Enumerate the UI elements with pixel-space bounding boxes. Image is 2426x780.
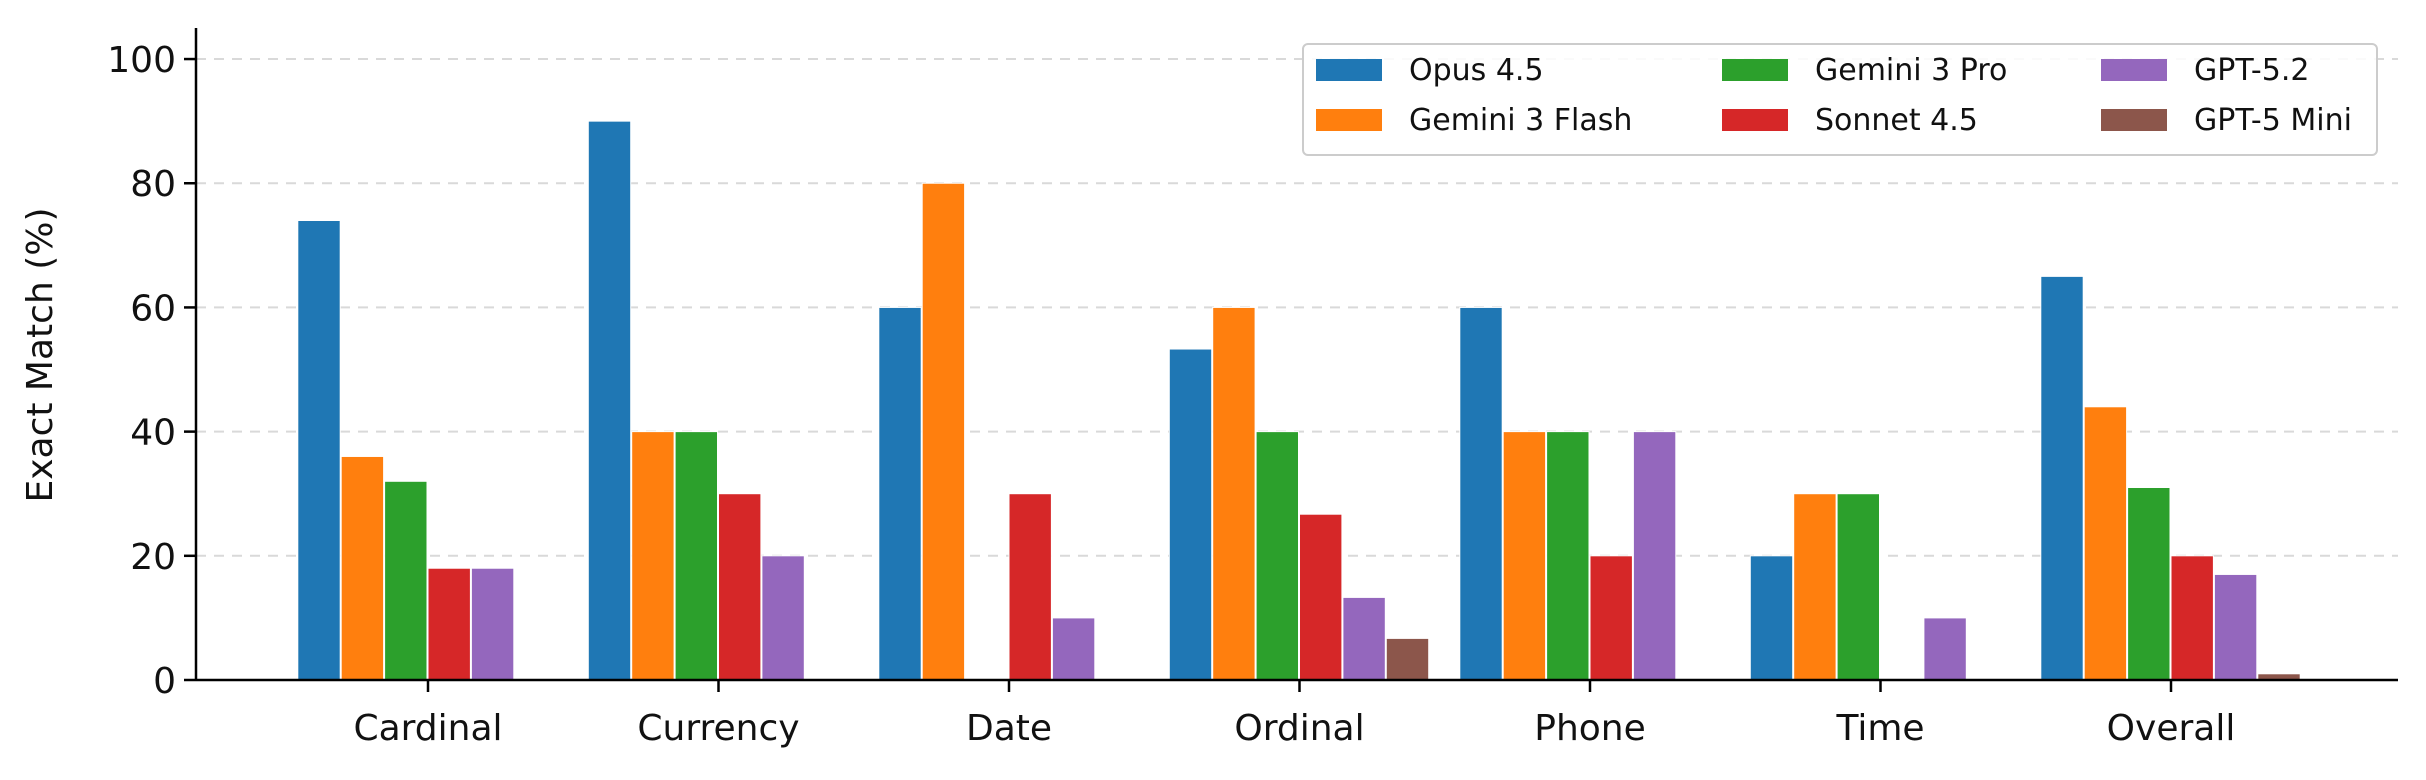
legend-item: GPT-5 Mini <box>2101 103 2352 138</box>
bar <box>384 480 428 681</box>
legend-swatch <box>1722 59 1788 81</box>
legend-swatch <box>1722 109 1788 131</box>
legend: Opus 4.5 Gemini 3 Flash Gemini 3 Pro Sonnet… <box>1302 43 2378 156</box>
bar <box>1385 637 1430 681</box>
bar <box>761 555 805 681</box>
bar <box>1459 306 1503 681</box>
y-tick-label: 60 <box>130 288 176 329</box>
bar <box>1923 617 1967 681</box>
bar <box>1051 617 1096 681</box>
x-tick-label: Overall <box>2107 708 2236 749</box>
bar <box>587 120 632 681</box>
bar <box>1589 555 1633 681</box>
bar <box>878 306 922 681</box>
y-tick-label: 100 <box>107 40 176 81</box>
y-tick-label: 80 <box>130 164 176 205</box>
bar <box>1749 555 1794 681</box>
legend-label: Gemini 3 Pro <box>1815 53 2007 88</box>
bar <box>1342 596 1386 681</box>
bar <box>1632 431 1677 681</box>
bar <box>2170 555 2214 681</box>
bar <box>340 455 385 681</box>
legend-label: Gemini 3 Flash <box>1409 103 1632 138</box>
bars <box>297 120 2301 681</box>
bar <box>1168 348 1213 681</box>
x-ticks: Cardinal Currency Date Ordinal Phone Time Over… <box>353 680 2235 749</box>
y-ticks: 0 20 40 60 80 100 <box>107 40 196 702</box>
bar <box>674 431 718 681</box>
bar <box>2213 573 2258 681</box>
bar <box>470 567 515 681</box>
bar <box>427 567 471 681</box>
legend-label: Sonnet 4.5 <box>1815 103 1978 138</box>
x-tick-label: Cardinal <box>353 708 502 749</box>
bar <box>631 431 675 681</box>
legend-swatch <box>1316 59 1382 81</box>
x-tick-label: Phone <box>1534 708 1646 749</box>
axes <box>194 28 2398 682</box>
bar <box>1836 493 1880 681</box>
legend-label: Opus 4.5 <box>1409 53 1544 88</box>
x-tick-label: Date <box>966 708 1052 749</box>
bar <box>1546 431 1590 681</box>
bar <box>2083 406 2128 681</box>
bar <box>2040 275 2084 681</box>
x-tick-label: Currency <box>637 708 799 749</box>
legend-item: Gemini 3 Flash <box>1316 103 1632 138</box>
y-tick-label: 0 <box>153 661 176 702</box>
bar <box>921 182 966 681</box>
bar <box>1299 513 1343 681</box>
legend-swatch <box>1316 109 1382 131</box>
bar <box>1793 493 1837 681</box>
y-axis-title: Exact Match (%) <box>20 207 61 502</box>
bar <box>2127 487 2171 681</box>
legend-item: Gemini 3 Pro <box>1722 53 2007 88</box>
x-tick-label: Time <box>1835 708 1924 749</box>
legend-swatch <box>2101 59 2167 81</box>
y-tick-label: 20 <box>130 537 176 578</box>
legend-item: Opus 4.5 <box>1316 53 1544 88</box>
x-tick-label: Ordinal <box>1234 708 1364 749</box>
y-tick-label: 40 <box>130 413 176 454</box>
legend-item: Sonnet 4.5 <box>1722 103 1978 138</box>
bar <box>1212 306 1256 681</box>
bar <box>1008 493 1052 681</box>
legend-label: GPT-5.2 <box>2194 53 2309 88</box>
bar <box>1502 431 1547 681</box>
bar <box>718 493 762 681</box>
bar <box>1255 431 1299 681</box>
legend-swatch <box>2101 109 2167 131</box>
legend-label: GPT-5 Mini <box>2194 103 2352 138</box>
bar <box>297 220 341 681</box>
legend-item: GPT-5.2 <box>2101 53 2309 88</box>
